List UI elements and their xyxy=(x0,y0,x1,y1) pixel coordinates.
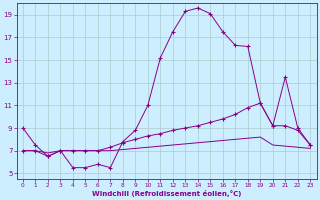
X-axis label: Windchill (Refroidissement éolien,°C): Windchill (Refroidissement éolien,°C) xyxy=(92,190,241,197)
